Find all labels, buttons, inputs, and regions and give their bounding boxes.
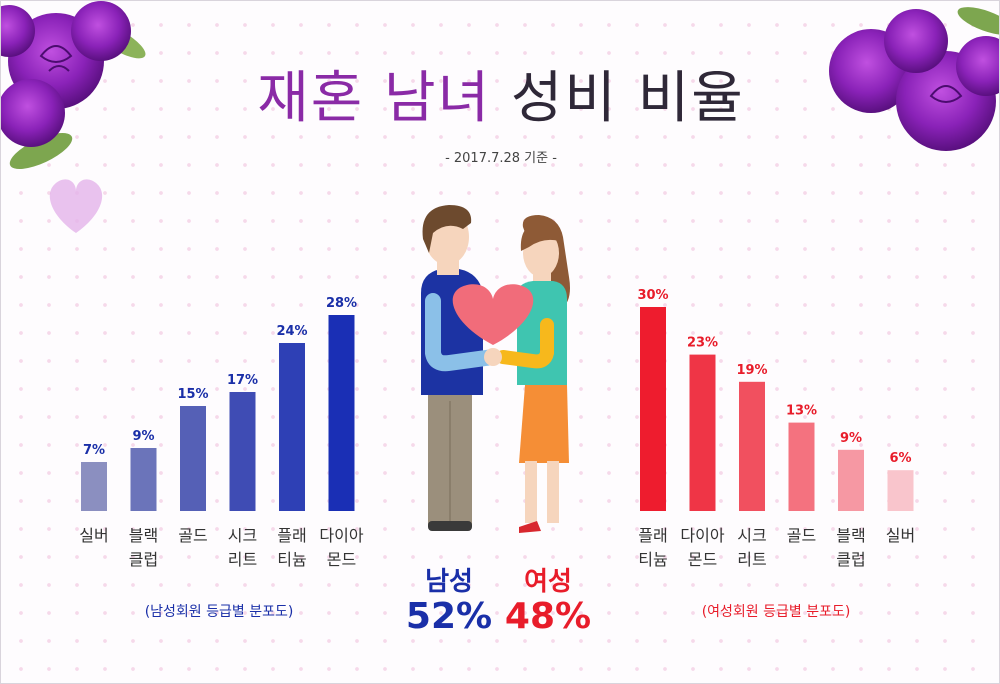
female-ratio: 여성 48%: [498, 561, 598, 636]
female-label: 여성: [524, 567, 572, 597]
female-value-label: 19%: [736, 363, 767, 378]
female-bar: [887, 470, 914, 511]
rose-decoration-left: [1, 1, 146, 170]
male-value-label: 28%: [326, 296, 357, 311]
female-value-label: 23%: [687, 336, 718, 351]
title-part2: 성비 비율: [510, 66, 745, 131]
male-percent: 52%: [405, 596, 493, 637]
female-bar-chart: 30% 플래 티늄 23% 다이아 몬드 19% 시크 리트 13% 골드 9% 블랙 클럽 6% 실버: [637, 288, 915, 569]
male-bar: [81, 462, 107, 511]
male-value-label: 15%: [177, 387, 208, 402]
male-value-label: 17%: [227, 373, 258, 388]
title-part1: 재혼 남녀: [257, 66, 492, 131]
male-label: 남성: [425, 567, 473, 597]
male-category-label: 시크 리트: [228, 526, 257, 569]
female-bar: [788, 422, 815, 511]
male-bar: [229, 392, 256, 511]
female-category-label: 골드: [787, 526, 816, 545]
female-bar: [838, 449, 864, 511]
female-value-label: 13%: [786, 404, 817, 419]
female-value-label: 9%: [840, 431, 862, 446]
male-bar: [279, 343, 305, 511]
heart-decoration: [49, 179, 103, 233]
male-bar-chart: 7% 실버 9% 블랙 클럽 15% 골드 17% 시크 리트 24% 플래 티늄 28% 다이아 몬드: [79, 296, 364, 569]
female-value-label: 6%: [889, 451, 911, 466]
female-percent: 48%: [504, 596, 592, 637]
female-bar: [739, 381, 765, 511]
male-value-label: 24%: [276, 324, 307, 339]
female-bar: [689, 354, 716, 511]
male-bar: [328, 315, 355, 511]
couple-illustration: [421, 205, 570, 533]
male-bar: [180, 406, 206, 511]
male-category-label: 다이아 몬드: [319, 526, 363, 569]
female-chart-caption: (여성회원 등급별 분포도): [702, 604, 851, 620]
female-bar: [640, 307, 666, 511]
female-category-label: 시크 리트: [737, 526, 766, 569]
male-value-label: 7%: [83, 443, 105, 458]
female-category-label: 블랙 클럽: [836, 526, 865, 569]
male-category-label: 실버: [79, 526, 108, 545]
female-category-label: 다이아 몬드: [680, 526, 724, 569]
male-ratio: 남성 52%: [399, 561, 499, 636]
male-chart-caption: (남성회원 등급별 분포도): [145, 604, 294, 620]
female-category-label: 플래 티늄: [638, 526, 667, 569]
page-title: 재혼 남녀 성비 비율: [1, 53, 999, 134]
female-category-label: 실버: [886, 526, 915, 545]
male-category-label: 블랙 클럽: [129, 526, 158, 569]
male-category-label: 플래 티늄: [277, 526, 306, 569]
rose-decoration-right: [829, 7, 999, 151]
male-value-label: 9%: [132, 429, 154, 444]
subtitle: - 2017.7.28 기준 -: [445, 151, 557, 166]
male-category-label: 골드: [178, 526, 207, 545]
male-bar: [130, 448, 157, 511]
female-value-label: 30%: [637, 288, 668, 303]
